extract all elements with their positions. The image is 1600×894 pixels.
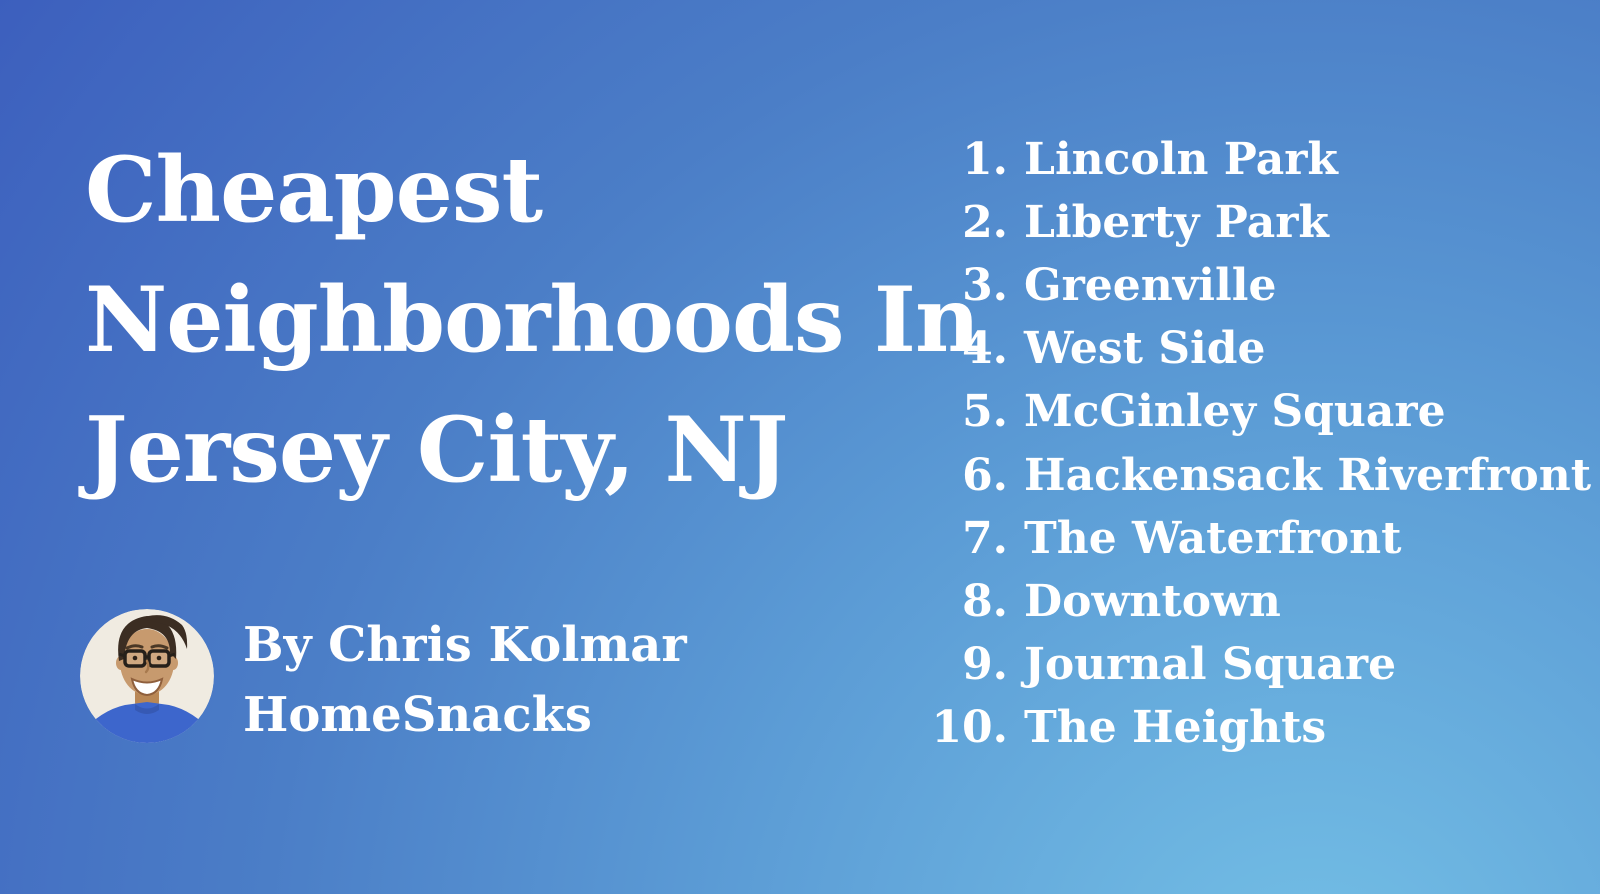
neighborhood-name: The Waterfront (1024, 512, 1402, 564)
neighborhood-name: Downtown (1024, 575, 1281, 627)
avatar-hair (118, 616, 177, 661)
avatar-glasses-temples (118, 652, 176, 658)
list-item: 1. Lincoln Park (920, 128, 1591, 191)
rank-number: 9. (962, 638, 1008, 690)
avatar-eye-right (156, 655, 162, 661)
title-line-1: Cheapest (85, 137, 543, 243)
rank-number: 7. (962, 512, 1008, 564)
rank-number: 1. (962, 134, 1008, 186)
list-item: 8. Downtown (920, 570, 1591, 633)
title-line-3: Jersey City, NJ (85, 397, 788, 503)
list-item: 9. Journal Square (920, 633, 1591, 696)
avatar-collar (135, 704, 159, 714)
neighborhood-name: The Heights (1024, 701, 1327, 753)
neighborhood-name: Greenville (1024, 260, 1277, 312)
neighborhood-ranking-list: 1. Lincoln Park 2. Liberty Park 3. Green… (920, 128, 1591, 759)
avatar-eye-left (132, 655, 138, 661)
list-item: 6. Hackensack Riverfront (920, 443, 1591, 506)
list-item: 7. The Waterfront (920, 507, 1591, 570)
author-avatar (80, 609, 214, 743)
list-item: 2. Liberty Park (920, 191, 1591, 254)
neighborhood-name: Liberty Park (1024, 197, 1329, 249)
page-title: Cheapest Neighborhoods In Jersey City, N… (85, 125, 980, 515)
rank-number: 8. (962, 575, 1008, 627)
rank-number: 10. (931, 701, 1008, 753)
neighborhood-name: Journal Square (1024, 638, 1397, 690)
title-line-2: Neighborhoods In (85, 267, 980, 373)
avatar-nose (144, 659, 150, 674)
avatar-smile (130, 677, 164, 697)
neighborhood-name: Lincoln Park (1024, 134, 1338, 186)
neighborhood-name: West Side (1024, 323, 1266, 375)
avatar-hair-fringe (138, 615, 188, 649)
neighborhood-name: Hackensack Riverfront (1024, 449, 1592, 501)
avatar-eyebrow-right (150, 644, 169, 650)
list-item: 5. McGinley Square (920, 380, 1591, 443)
author-byline: By Chris Kolmar (243, 617, 687, 673)
list-item: 10. The Heights (920, 696, 1591, 759)
author-text: By Chris Kolmar HomeSnacks (243, 617, 687, 743)
rank-number: 3. (962, 260, 1008, 312)
rank-number: 4. (962, 323, 1008, 375)
neighborhood-name: McGinley Square (1024, 386, 1446, 438)
avatar-shirt (80, 702, 214, 743)
rank-number: 6. (962, 449, 1008, 501)
author-photo-illustration (80, 609, 214, 743)
avatar-eyebrow-left (125, 644, 144, 650)
list-item: 4. West Side (920, 317, 1591, 380)
rank-number: 2. (962, 197, 1008, 249)
author-brand: HomeSnacks (243, 687, 592, 743)
list-item: 3. Greenville (920, 254, 1591, 317)
rank-number: 5. (962, 386, 1008, 438)
